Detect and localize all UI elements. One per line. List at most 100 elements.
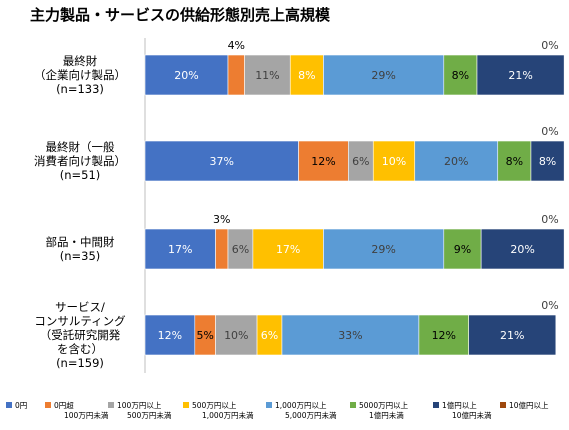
bar-segment [144,140,299,182]
category-label-line: を含む） [57,342,103,356]
category-label-line: コンサルティング [34,314,126,328]
category-label: サービス/コンサルティング（受託研究開発を含む）(n=159) [34,300,126,370]
legend-label-line: 1,000万円以上 [275,401,327,410]
legend-label-line: 0円 [15,401,27,410]
bar-segment [144,54,229,96]
data-label: 37% [210,155,234,168]
data-label: 0% [541,299,558,312]
data-label: 10% [224,329,248,342]
bar-segment [476,54,565,96]
legend-label: 100万円以上 500万円未満 [117,401,172,420]
data-label: 20% [510,243,534,256]
legend-label-line: 5000万円以上 [359,401,409,410]
data-label: 29% [371,243,395,256]
bar-segment [215,228,229,270]
data-label: 21% [508,69,532,82]
data-label: 12% [311,155,335,168]
data-label: 20% [444,155,468,168]
legend-label-line: 100万円未満 [64,410,109,420]
category-label-line: サービス/ [55,300,105,314]
data-label: 0% [541,125,558,138]
data-label: 20% [174,69,198,82]
legend-label-line: 1億円未満 [369,410,404,420]
category-label-line: （受託研究開発 [40,328,121,342]
legend-swatch [45,402,51,408]
bar-segment [227,228,254,270]
legend-label-line: 1,000万円未満 [202,410,254,420]
bar-segment [144,314,196,356]
data-label: 12% [432,329,456,342]
bar-segment [281,314,420,356]
data-label: 12% [158,329,182,342]
data-label: 21% [500,329,524,342]
bar-segment [530,140,565,182]
legend-label-line: 10億円以上 [509,400,549,410]
data-label: 6% [261,329,278,342]
bar-segment [418,314,469,356]
legend-label: 5000万円以上 1億円未満 [359,401,409,420]
legend-swatch [6,402,12,408]
legend-label: 1,000万円以上 5,000万円未満 [275,401,337,420]
legend-label-line: 10億円未満 [452,410,492,420]
category-label-line: (n=35) [60,249,101,263]
legend-label-line: 5,000万円未満 [285,410,337,420]
bar-segment [468,314,557,356]
category-label-line: 最終財（一般 [46,140,115,154]
bar-segment [480,228,565,270]
legend-label: 500万円以上 1,000万円未満 [192,401,254,420]
data-label: 8% [298,69,315,82]
data-label: 29% [371,69,395,82]
category-label: 部品・中間財(n=35) [46,235,115,263]
legend-swatch [500,402,506,408]
chart-title: 主力製品・サービスの供給形態別売上高規模 [30,6,331,24]
bar-segment [323,54,445,96]
data-label: 17% [276,243,300,256]
bar-segment [252,228,324,270]
data-label: 3% [213,213,230,226]
data-label: 9% [454,243,471,256]
bar-segment [497,140,532,182]
category-label-line: 最終財 [63,54,98,68]
legend-label: 10億円以上 [509,400,549,410]
legend-swatch [350,402,356,408]
data-label: 6% [352,155,369,168]
data-label: 6% [232,243,249,256]
data-label: 0% [541,213,558,226]
legend-label: 0円 [15,401,27,410]
data-label: 33% [338,329,362,342]
legend-label: 0円超 100万円未満 [54,401,109,420]
bar-segment [443,54,478,96]
legend-swatch [183,402,189,408]
legend-label-line: 100万円以上 [117,401,162,410]
bar-segment [289,54,324,96]
bar-segment [323,228,445,270]
category-label-line: 部品・中間財 [46,235,115,249]
category-label-line: 消費者向け製品） [34,154,126,168]
bar-segment [244,54,291,96]
category-label-line: (n=51) [60,168,101,182]
category-label-line: (n=133) [56,82,104,96]
category-label-line: (n=159) [56,356,104,370]
category-label: 最終財（企業向け製品）(n=133) [34,54,126,96]
bar-segment [443,228,482,270]
legend-swatch [108,402,114,408]
bar-segment [227,54,245,96]
category-label: 最終財（一般消費者向け製品）(n=51) [34,140,126,182]
legend-label-line: 0円超 [54,401,74,410]
data-label: 4% [228,39,245,52]
data-label: 10% [382,155,406,168]
bar-segment [144,228,216,270]
legend-label-line: 500万円未満 [127,410,172,420]
data-label: 0% [541,39,558,52]
category-label-line: （企業向け製品） [34,68,126,82]
data-label: 8% [506,155,523,168]
legend-label-line: 500万円以上 [192,401,237,410]
bar-segment [215,314,258,356]
bar-segment [256,314,283,356]
data-label: 8% [539,155,556,168]
data-label: 8% [452,69,469,82]
data-label: 11% [255,69,279,82]
bar-segment [372,140,416,182]
